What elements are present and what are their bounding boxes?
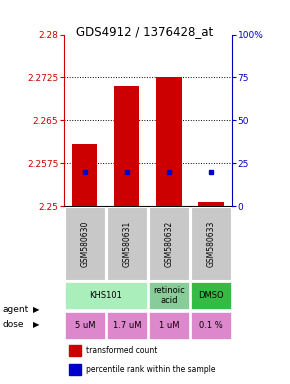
Bar bbox=[191, 282, 231, 310]
Text: 0.1 %: 0.1 % bbox=[199, 321, 223, 330]
Text: 5 uM: 5 uM bbox=[75, 321, 95, 330]
Text: 1 uM: 1 uM bbox=[159, 321, 179, 330]
Bar bbox=[198, 202, 224, 206]
Text: KHS101: KHS101 bbox=[89, 291, 122, 300]
Text: GSM580632: GSM580632 bbox=[164, 220, 173, 266]
Text: ▶: ▶ bbox=[33, 305, 40, 314]
Bar bbox=[149, 312, 189, 339]
Bar bbox=[149, 282, 189, 310]
Text: GSM580630: GSM580630 bbox=[80, 220, 89, 267]
Bar bbox=[65, 207, 105, 280]
Text: 1.7 uM: 1.7 uM bbox=[113, 321, 141, 330]
Text: retinoic
acid: retinoic acid bbox=[153, 286, 185, 305]
Text: GSM580631: GSM580631 bbox=[122, 220, 131, 266]
Text: agent: agent bbox=[3, 305, 29, 314]
Bar bbox=[191, 312, 231, 339]
Bar bbox=[72, 144, 97, 206]
Bar bbox=[65, 312, 105, 339]
Text: ▶: ▶ bbox=[33, 320, 40, 329]
Bar bbox=[65, 282, 147, 310]
Text: dose: dose bbox=[3, 320, 24, 329]
Text: GSM580633: GSM580633 bbox=[206, 220, 215, 267]
Bar bbox=[149, 207, 189, 280]
Text: DMSO: DMSO bbox=[198, 291, 224, 300]
Bar bbox=[156, 78, 182, 206]
Bar bbox=[107, 312, 147, 339]
Text: percentile rank within the sample: percentile rank within the sample bbox=[86, 365, 215, 374]
Bar bbox=[114, 86, 139, 206]
Bar bbox=[69, 345, 81, 356]
Text: GDS4912 / 1376428_at: GDS4912 / 1376428_at bbox=[76, 25, 214, 38]
Bar bbox=[191, 207, 231, 280]
Bar bbox=[69, 364, 81, 375]
Bar bbox=[107, 207, 147, 280]
Text: transformed count: transformed count bbox=[86, 346, 157, 355]
